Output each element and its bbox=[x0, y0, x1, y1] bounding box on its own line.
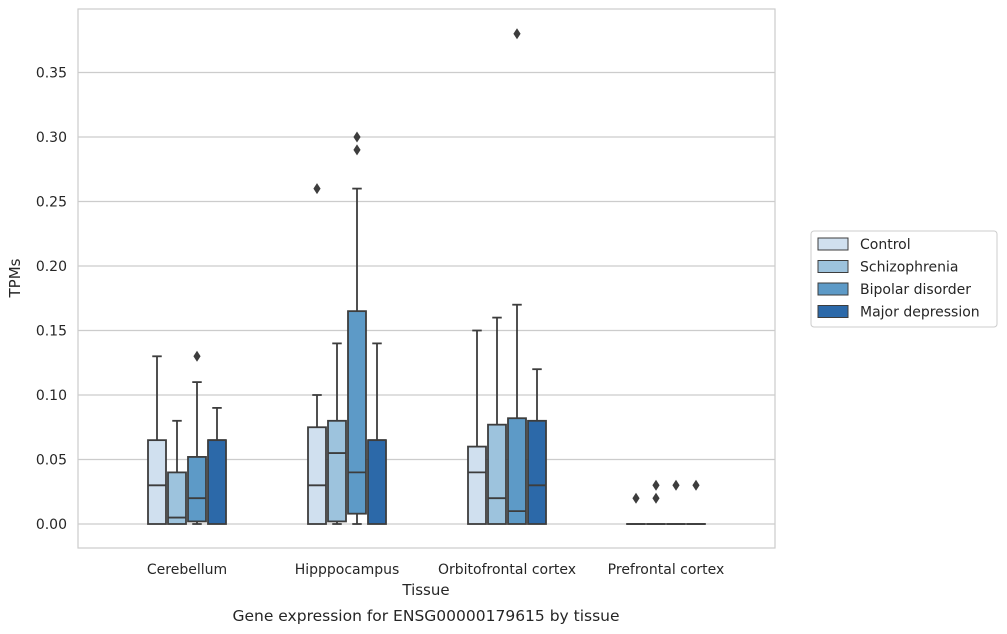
legend-frame bbox=[810, 230, 998, 328]
box-body bbox=[487, 423, 507, 525]
legend-label: Control bbox=[860, 237, 911, 253]
box-schizophrenia bbox=[327, 342, 347, 525]
x-axis-label: Tissue bbox=[401, 581, 449, 599]
box-bipolar-disorder bbox=[507, 28, 527, 525]
legend-swatch bbox=[817, 282, 849, 296]
box-body bbox=[347, 310, 367, 515]
box-schizophrenia bbox=[646, 479, 666, 525]
box-body bbox=[207, 439, 227, 525]
y-tick-label: 0.10 bbox=[36, 388, 67, 404]
plot-area-frame bbox=[77, 8, 776, 549]
legend-label: Schizophrenia bbox=[860, 260, 958, 276]
y-tick-label: 0.30 bbox=[36, 130, 67, 146]
legend-label: Bipolar disorder bbox=[860, 282, 971, 298]
outlier-marker bbox=[672, 479, 680, 491]
box-body bbox=[507, 417, 527, 525]
grid-lines bbox=[78, 71, 775, 525]
box-body bbox=[527, 419, 547, 525]
legend-label: Major depression bbox=[860, 305, 980, 321]
y-tick-labels: 0.00 0.05 0.10 0.15 0.20 0.25 0.30 0.35 bbox=[36, 66, 67, 534]
x-tick-label: Orbitofrontal cortex bbox=[438, 562, 576, 578]
box-major-depression bbox=[686, 479, 706, 525]
box-schizophrenia bbox=[487, 316, 507, 525]
legend: Control Schizophrenia Bipolar disorder Majo… bbox=[810, 230, 998, 328]
outlier-marker bbox=[513, 28, 521, 40]
box-body bbox=[327, 419, 347, 523]
box-bipolar-disorder bbox=[666, 479, 686, 525]
legend-swatch bbox=[817, 237, 849, 251]
chart-caption: Gene expression for ENSG00000179615 by t… bbox=[232, 607, 619, 625]
y-tick-label: 0.25 bbox=[36, 195, 67, 211]
outlier-marker bbox=[652, 492, 660, 504]
box-bipolar-disorder bbox=[187, 350, 207, 525]
box-body bbox=[187, 456, 207, 523]
y-tick-label: 0.35 bbox=[36, 66, 67, 82]
box-control bbox=[626, 492, 646, 525]
legend-swatch bbox=[817, 305, 849, 318]
box-control bbox=[147, 355, 167, 525]
outlier-marker bbox=[652, 479, 660, 491]
outlier-marker bbox=[353, 144, 361, 156]
box-body bbox=[467, 445, 487, 525]
box-major-depression bbox=[207, 406, 227, 525]
outlier-marker bbox=[193, 350, 201, 362]
x-tick-label: Prefrontal cortex bbox=[608, 562, 725, 578]
outlier-marker bbox=[313, 183, 321, 195]
box-control bbox=[307, 183, 327, 525]
y-tick-label: 0.05 bbox=[36, 453, 67, 469]
box-control bbox=[467, 329, 487, 525]
box-major-depression bbox=[527, 368, 547, 525]
box-schizophrenia bbox=[167, 419, 187, 525]
y-tick-label: 0.00 bbox=[36, 517, 67, 533]
box-body bbox=[167, 471, 187, 525]
box-body bbox=[307, 426, 327, 525]
box-body bbox=[147, 439, 167, 525]
outlier-marker bbox=[632, 492, 640, 504]
box-bipolar-disorder bbox=[347, 131, 367, 525]
x-tick-labels: Cerebellum Hipppocampus Orbitofrontal cort… bbox=[147, 562, 724, 578]
x-tick-label: Hipppocampus bbox=[295, 562, 400, 578]
box-body bbox=[367, 439, 387, 525]
y-tick-label: 0.20 bbox=[36, 259, 67, 275]
box-series bbox=[147, 28, 706, 525]
outlier-marker bbox=[692, 479, 700, 491]
legend-swatch bbox=[817, 260, 849, 273]
box-major-depression bbox=[367, 342, 387, 525]
y-tick-label: 0.15 bbox=[36, 324, 67, 340]
x-tick-label: Cerebellum bbox=[147, 562, 227, 578]
y-axis-label: TPMs bbox=[6, 258, 24, 298]
outlier-marker bbox=[353, 131, 361, 143]
